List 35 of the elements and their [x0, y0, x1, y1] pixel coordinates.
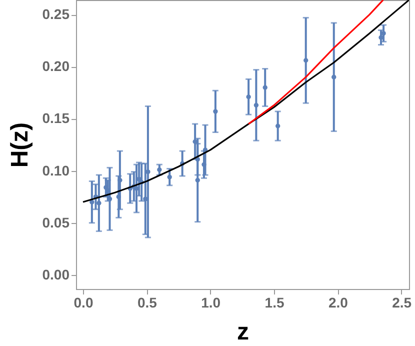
point: [213, 109, 218, 114]
point: [90, 200, 94, 204]
point: [167, 174, 172, 180]
x-tick-label: 2.0: [328, 294, 348, 310]
y-tick-label: 0.25: [42, 6, 70, 22]
line-series: [248, 0, 384, 125]
point: [118, 178, 122, 183]
y-tick-label: 0.15: [42, 110, 70, 126]
point: [146, 169, 150, 174]
point: [262, 85, 268, 90]
point: [96, 200, 102, 206]
point: [378, 35, 384, 40]
x-axis-title: z: [237, 318, 249, 346]
point: [157, 167, 162, 172]
x-tick-label: 0.5: [137, 294, 158, 310]
point: [304, 58, 308, 63]
y-axis-title: H(z): [6, 122, 34, 168]
point: [134, 186, 139, 191]
point: [332, 74, 336, 80]
y-tick-label: 0.10: [42, 162, 70, 178]
point: [192, 139, 198, 144]
line-series: [82, 0, 409, 203]
point: [116, 194, 122, 200]
point: [246, 94, 251, 100]
point: [202, 162, 206, 167]
y-tick-label: 0.00: [42, 266, 70, 282]
point: [275, 124, 280, 128]
x-tick-label: 2.5: [392, 294, 412, 310]
point: [254, 102, 259, 108]
y-tick-label: 0.05: [42, 214, 70, 230]
x-tick-label: 1.5: [264, 294, 284, 310]
x-tick-label: 0.0: [74, 294, 94, 310]
point: [195, 178, 200, 183]
y-tick-label: 0.20: [42, 58, 70, 74]
x-tick-label: 1.0: [201, 294, 221, 310]
